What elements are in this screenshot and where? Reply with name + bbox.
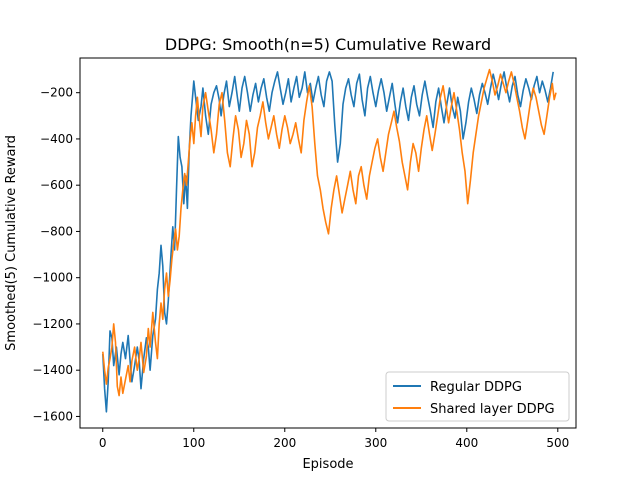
y-tick-label: −1200	[32, 317, 73, 331]
y-tick-label: −1400	[32, 363, 73, 377]
x-tick-label: 400	[455, 436, 478, 450]
x-tick-label: 300	[364, 436, 387, 450]
legend: Regular DDPG Shared layer DDPG	[385, 371, 570, 422]
x-axis-label: Episode	[302, 457, 353, 472]
y-tick-label: −1000	[32, 271, 73, 285]
y-tick-label: −600	[40, 178, 73, 192]
plot-area	[79, 57, 577, 429]
series-line-shared-layer-ddpg	[102, 68, 557, 397]
series-layer	[102, 68, 557, 413]
legend-label-regular-ddpg: Regular DDPG	[430, 380, 522, 395]
axes-frame	[79, 57, 577, 429]
series-line-regular-ddpg	[102, 71, 554, 413]
x-tick-label: 500	[546, 436, 569, 450]
y-tick-label: −200	[40, 86, 73, 100]
y-tick-label: −800	[40, 224, 73, 238]
x-tick-label: 0	[99, 436, 107, 450]
x-tick-label: 100	[182, 436, 205, 450]
x-axis-ticks: 0 100 200 300 400 500	[99, 428, 569, 450]
chart-title: DDPG: Smooth(n=5) Cumulative Reward	[165, 35, 491, 54]
legend-label-shared-layer-ddpg: Shared layer DDPG	[430, 402, 555, 417]
legend-box	[385, 371, 570, 422]
y-axis-ticks: −1600 −1400 −1200 −1000 −800 −600 −400 −200	[32, 86, 80, 423]
x-tick-label: 200	[273, 436, 296, 450]
y-axis-label: Smoothed(5) Cumulative Reward	[4, 135, 19, 351]
y-tick-label: −400	[40, 132, 73, 146]
y-tick-label: −1600	[32, 409, 73, 423]
